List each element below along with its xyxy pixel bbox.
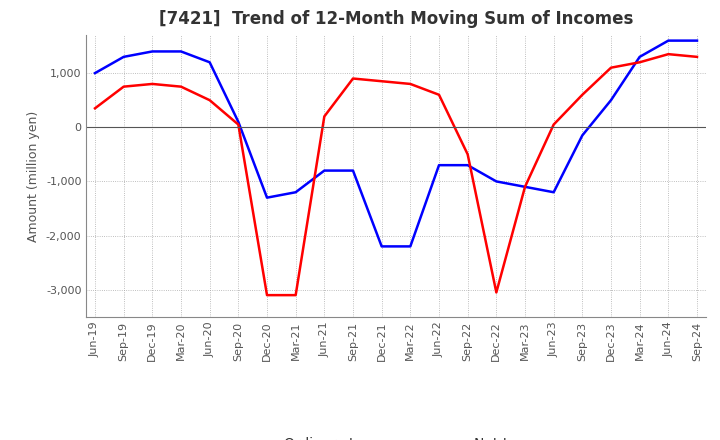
Ordinary Income (320, 168, 328, 173)
Net Income (348, 76, 357, 81)
Net Income (435, 92, 444, 97)
Title: [7421]  Trend of 12-Month Moving Sum of Incomes: [7421] Trend of 12-Month Moving Sum of I… (159, 10, 633, 28)
Net Income (521, 184, 529, 190)
Net Income (693, 54, 701, 59)
Net Income (234, 122, 243, 127)
Net Income (176, 84, 185, 89)
Ordinary Income (234, 119, 243, 125)
Ordinary Income (263, 195, 271, 200)
Net Income (406, 81, 415, 87)
Line: Ordinary Income: Ordinary Income (95, 40, 697, 246)
Ordinary Income (120, 54, 128, 59)
Net Income (492, 290, 500, 295)
Net Income (148, 81, 157, 87)
Net Income (292, 293, 300, 298)
Ordinary Income (492, 179, 500, 184)
Ordinary Income (635, 54, 644, 59)
Net Income (205, 98, 214, 103)
Ordinary Income (377, 244, 386, 249)
Net Income (263, 293, 271, 298)
Net Income (120, 84, 128, 89)
Ordinary Income (148, 49, 157, 54)
Ordinary Income (435, 162, 444, 168)
Ordinary Income (578, 133, 587, 138)
Ordinary Income (91, 70, 99, 76)
Ordinary Income (176, 49, 185, 54)
Net Income (635, 60, 644, 65)
Y-axis label: Amount (million yen): Amount (million yen) (27, 110, 40, 242)
Ordinary Income (549, 190, 558, 195)
Ordinary Income (693, 38, 701, 43)
Ordinary Income (348, 168, 357, 173)
Line: Net Income: Net Income (95, 54, 697, 295)
Ordinary Income (607, 98, 616, 103)
Legend: Ordinary Income, Net Income: Ordinary Income, Net Income (233, 431, 559, 440)
Net Income (377, 79, 386, 84)
Ordinary Income (205, 60, 214, 65)
Net Income (607, 65, 616, 70)
Net Income (91, 106, 99, 111)
Net Income (664, 51, 672, 57)
Ordinary Income (664, 38, 672, 43)
Ordinary Income (464, 162, 472, 168)
Net Income (549, 122, 558, 127)
Net Income (320, 114, 328, 119)
Ordinary Income (406, 244, 415, 249)
Ordinary Income (292, 190, 300, 195)
Net Income (578, 92, 587, 97)
Net Income (464, 152, 472, 157)
Ordinary Income (521, 184, 529, 190)
